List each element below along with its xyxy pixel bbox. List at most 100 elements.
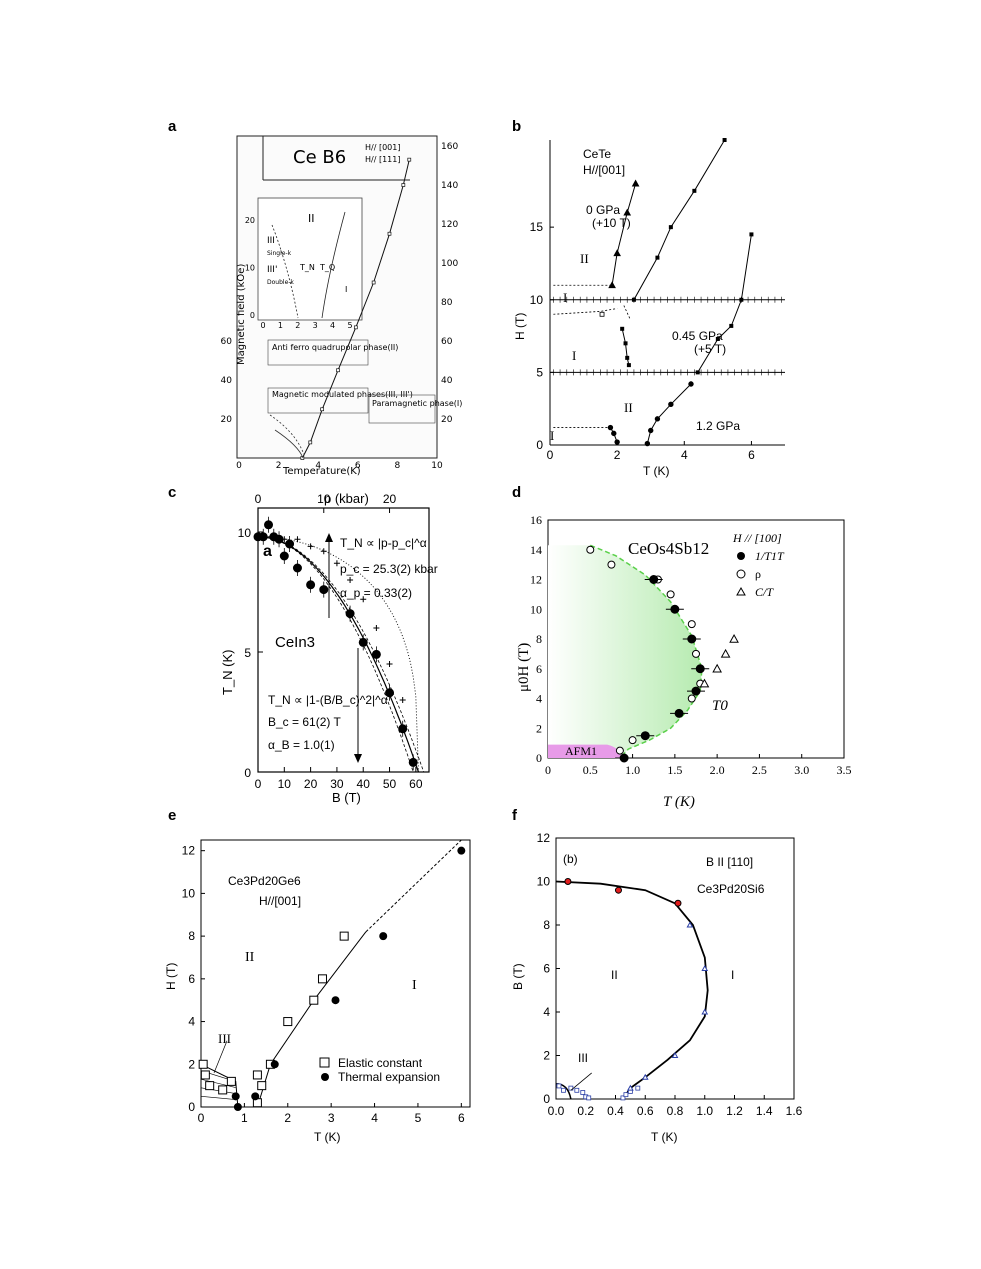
a-xtick: 8 [395, 461, 401, 471]
b-series-line [633, 139, 726, 301]
panel-f-region-ii: II [611, 968, 618, 982]
a-inset-label: T_Q [319, 263, 335, 272]
b-point [654, 416, 661, 422]
f-phase-boundary [555, 880, 709, 1100]
e-thermal-point [231, 1092, 240, 1101]
a-inset-xtick: 1 [278, 321, 283, 330]
panel-b-anno-045gpa: 0.45 GPa [672, 329, 723, 343]
formula-b-1: B_c = 61(2) T [268, 715, 341, 729]
panel-e-ylabel: H (T) [164, 963, 178, 990]
f-xtick: 1.4 [756, 1104, 773, 1118]
d-rho-point [666, 590, 675, 599]
c-field-point [371, 649, 381, 659]
d-rho-point [692, 649, 700, 658]
e-elastic-point [339, 931, 349, 941]
d-ytick: 4 [536, 692, 542, 706]
d-rho-point [586, 545, 595, 554]
f-ytick: 12 [537, 831, 551, 845]
f-square-point [556, 1083, 562, 1089]
e-iii-line [200, 1078, 236, 1088]
e-xtick: 0 [198, 1111, 205, 1125]
panel-letter-f: f [512, 807, 518, 824]
a-inset-label: III' [267, 265, 277, 275]
a-ytick-left: 40 [221, 376, 233, 386]
f-triangle-point [641, 1073, 649, 1080]
c-field-point [385, 688, 395, 698]
panel-d-afm-label: AFM1 [565, 744, 597, 758]
a-inset-ytick: 10 [245, 264, 255, 273]
c-plus-point [320, 548, 327, 555]
panel-d-legend-0: 1/T1T [755, 549, 785, 563]
d-t1t-point [687, 634, 697, 644]
f-square-point [561, 1087, 566, 1093]
panel-a-legend-1: H// [111] [365, 155, 400, 164]
d-ytick: 0 [536, 751, 542, 765]
legend-marker-triangle [736, 586, 746, 596]
c-xtick: 10 [278, 777, 292, 791]
c-field-point [345, 609, 355, 619]
c-ytick: 10 [238, 526, 252, 540]
panel-c-x2label: p (kbar) [324, 491, 369, 506]
a-ytick-right: 20 [441, 415, 453, 425]
panel-b-ylabel: H (T) [513, 313, 527, 340]
panel-d-legend-2: C/T [755, 585, 774, 599]
c-plus-point [399, 697, 406, 703]
d-rho-point [615, 746, 624, 755]
formula-p-1: p_c = 25.3(2) kbar [340, 562, 438, 576]
a-inset-label: III [267, 236, 275, 246]
f-ytick: 10 [537, 875, 551, 889]
c-xtick: 20 [304, 777, 318, 791]
f-square-point [635, 1085, 641, 1091]
e-elastic-point [198, 1059, 208, 1069]
panel-e-region-i: I [412, 978, 417, 993]
b-point [626, 363, 631, 368]
d-t1t-point [670, 604, 680, 614]
c-fit-dash [257, 536, 414, 773]
panel-f-chart: 0.0 0.2 0.4 0.6 0.8 1.0 1.2 1.4 1.6 0 2 4 6 8 10 12 (b)… [511, 831, 803, 1144]
f-square-point [574, 1087, 580, 1093]
panel-b-title: CeTe [583, 147, 611, 161]
b-xtick: 4 [681, 448, 688, 462]
panel-f-inner-label: (b) [563, 852, 578, 866]
panel-c-inner-label: a [263, 543, 272, 560]
b-point [608, 281, 616, 289]
d-rho-point [687, 694, 696, 703]
b-point [614, 439, 620, 445]
c-xtick: 40 [357, 777, 371, 791]
c-frame [257, 507, 430, 773]
b-xtick: 0 [547, 448, 554, 462]
panel-d-title: CeOs4Sb12 [628, 539, 709, 558]
d-xtick: 2.5 [752, 763, 767, 777]
c-field-point [398, 724, 408, 734]
panel-f-compound: Ce3Pd20Si6 [697, 882, 765, 896]
panel-d-xlabel: T (K) [663, 794, 695, 810]
a-ytick-right: 80 [441, 298, 453, 308]
f-square-point [620, 1095, 626, 1101]
a-ytick-right: 40 [441, 376, 453, 386]
d-ytick: 2 [536, 721, 542, 735]
panel-a-legend-0: H// [001] [365, 143, 400, 152]
b-point [729, 323, 734, 328]
f-xtick: 1.6 [786, 1104, 803, 1118]
f-square-point [586, 1095, 592, 1101]
b-point [648, 427, 654, 434]
a-xtick: 0 [236, 461, 242, 471]
c-plus-point [294, 536, 301, 543]
panel-f-region-i: I [731, 968, 734, 982]
b-point [655, 255, 660, 260]
b-point [623, 208, 632, 216]
e-elastic-point [226, 1076, 236, 1086]
f-red-point [614, 886, 622, 894]
b-series-line [646, 383, 692, 444]
a-ytick-right: 60 [441, 337, 453, 347]
panel-e-legend-1: Thermal expansion [338, 1070, 440, 1084]
panel-letter-e: e [168, 807, 176, 824]
c-pressure-fit [258, 536, 419, 773]
f-square-point [580, 1090, 586, 1095]
b-point [631, 297, 636, 302]
b-point [623, 341, 628, 346]
b-point [599, 311, 605, 317]
c-plus-point [373, 625, 380, 631]
panel-a-inset-frame [257, 197, 363, 321]
